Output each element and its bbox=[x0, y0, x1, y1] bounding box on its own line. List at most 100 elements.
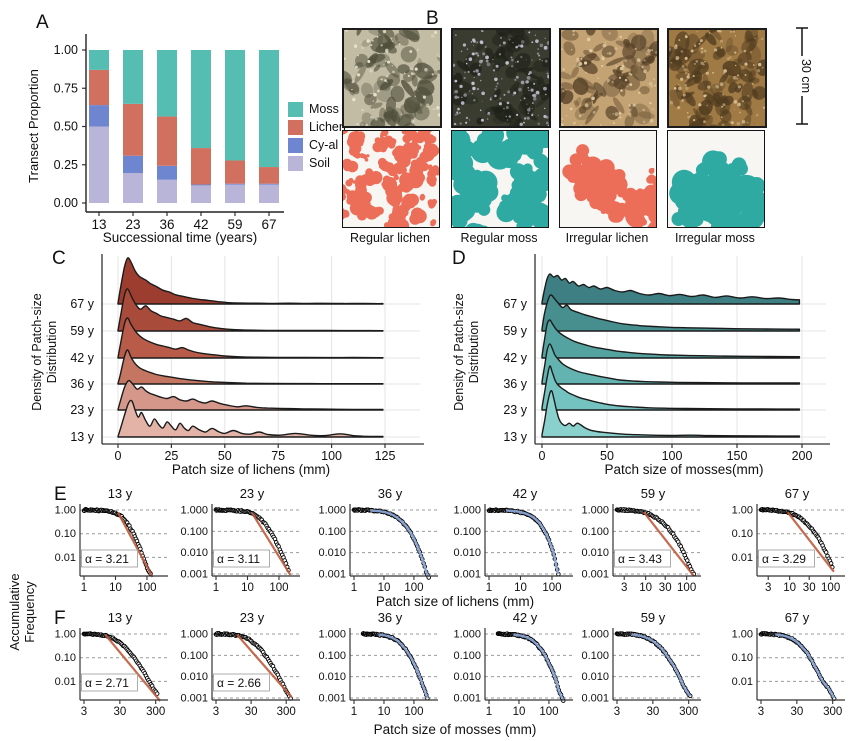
x-tick-label: 30 bbox=[803, 582, 816, 594]
map-blob bbox=[695, 150, 728, 181]
legend-item-moss: Moss bbox=[288, 102, 346, 117]
y-tick-label: 0.010 bbox=[180, 671, 208, 683]
panel-e-x-axis-title: Patch size of lichens (mm) bbox=[375, 594, 535, 609]
row-label: 13 y bbox=[70, 430, 94, 444]
x-tick-label: 59 bbox=[227, 217, 242, 232]
alpha-annotation-box bbox=[758, 549, 815, 568]
y-tick-label: 0.100 bbox=[180, 526, 208, 538]
y-tick-label: 0.001 bbox=[180, 569, 208, 581]
lognormal-fit-curve bbox=[513, 633, 565, 701]
x-tick-label: 3 bbox=[621, 582, 627, 594]
map-blob bbox=[422, 143, 439, 158]
y-tick-label: 0.100 bbox=[453, 650, 481, 662]
data-point bbox=[685, 558, 690, 563]
map-blob bbox=[648, 167, 655, 174]
bar-segment-cy-al bbox=[157, 165, 177, 180]
map-blob bbox=[466, 222, 489, 227]
x-tick-label: 300 bbox=[823, 706, 842, 718]
cumfreq-plot-36y: 36 y 1.000 0.100 0.010 0.001 1 10 100 bbox=[318, 610, 438, 718]
map-blob bbox=[401, 131, 419, 144]
patch-map bbox=[452, 131, 548, 227]
axes: 1 10 100 bbox=[349, 628, 438, 718]
legend-item-soil: Soil bbox=[288, 156, 346, 171]
map-blob bbox=[343, 188, 351, 201]
plot-title: 13 y bbox=[108, 486, 133, 501]
scale-bar: 30 cm bbox=[795, 26, 837, 131]
map-blob bbox=[343, 158, 359, 173]
map-blob bbox=[362, 154, 370, 162]
y-tick-label: 0.010 bbox=[453, 547, 481, 559]
axes: 1 10 100 bbox=[484, 628, 573, 718]
ridge-23y bbox=[117, 379, 384, 411]
plot-title: 23 y bbox=[240, 486, 265, 501]
y-tick-label: 0.100 bbox=[318, 650, 346, 662]
x-tick-label: 1 bbox=[351, 582, 357, 594]
powerlaw-fit-line bbox=[117, 512, 154, 578]
y-tick-label: 1.000 bbox=[453, 629, 481, 641]
y-tick-label: 0.50 bbox=[54, 120, 78, 134]
panel-b-label: B bbox=[426, 8, 439, 29]
ridge-42y bbox=[117, 317, 384, 359]
map-blob bbox=[379, 131, 389, 138]
map-blob bbox=[392, 145, 411, 168]
map-blob bbox=[386, 189, 403, 208]
y-tick-label: 0.10 bbox=[732, 652, 753, 664]
patch-map bbox=[560, 131, 656, 227]
x-tick-label: 50 bbox=[218, 449, 232, 460]
plot-title: 13 y bbox=[108, 610, 133, 625]
y-tick-label: 1.00 bbox=[732, 629, 753, 641]
bar-segment-soil bbox=[89, 126, 109, 203]
map-caption: Regular lichen bbox=[350, 231, 430, 245]
x-tick-label: 30 bbox=[659, 582, 672, 594]
plot-title: 67 y bbox=[785, 486, 810, 501]
panel-a-x-axis-title: Successional time (years) bbox=[102, 230, 258, 245]
y-tick-label: 1.00 bbox=[732, 505, 753, 517]
bar-segment-lichen bbox=[259, 167, 279, 184]
x-tick-label: 1 bbox=[486, 706, 492, 718]
x-tick-label: 30 bbox=[113, 706, 126, 718]
alpha-annotation: α = 3.43 bbox=[618, 552, 662, 566]
map-blob bbox=[457, 160, 472, 174]
y-tick-label: 1.000 bbox=[180, 629, 208, 641]
ridges bbox=[117, 257, 384, 438]
bar-plot: 0.00 0.25 0.50 0.75 1.00 13 23 36 42 59 67 bbox=[54, 34, 284, 232]
x-tick-label: 10 bbox=[241, 582, 254, 594]
map-blob bbox=[481, 131, 505, 148]
y-tick-label: 1.00 bbox=[55, 505, 76, 517]
map-blob bbox=[640, 202, 656, 224]
data-points bbox=[81, 631, 160, 696]
x-tick-label: 10 bbox=[513, 706, 526, 718]
cumfreq-plot-23y: 23 y 1.000 0.100 0.010 0.001 α = 3.11 1 10 100 bbox=[180, 486, 300, 594]
x-tick-label: 100 bbox=[542, 582, 561, 594]
bar-segment-lichen bbox=[157, 116, 177, 166]
map-caption: Regular moss bbox=[460, 231, 538, 245]
x-tick-label: 50 bbox=[600, 449, 614, 460]
legend-item-lichen: Lichen bbox=[288, 120, 346, 135]
y-tick-label: 0.010 bbox=[581, 671, 609, 683]
map-blob bbox=[397, 202, 411, 217]
bar-segment-moss bbox=[191, 50, 211, 149]
cyal-swatch bbox=[288, 138, 303, 153]
bar-segment-soil bbox=[191, 185, 211, 203]
map-blob bbox=[599, 197, 619, 215]
map-caption: Irregular lichen bbox=[565, 231, 649, 245]
axes: 1 10 100 bbox=[349, 504, 438, 594]
plot-title: 42 y bbox=[513, 610, 538, 625]
plot-title: 42 y bbox=[513, 486, 538, 501]
bar-segment-cy-al bbox=[225, 183, 245, 185]
lognormal-fit-curve bbox=[370, 509, 430, 578]
row-label: 13 y bbox=[503, 430, 527, 444]
lognormal-fit-curve bbox=[506, 509, 560, 575]
x-tick-label: 23 bbox=[125, 217, 140, 232]
regular-lichen-photo bbox=[342, 28, 442, 128]
alpha-annotation-box bbox=[614, 549, 671, 568]
x-tick-label: 100 bbox=[539, 706, 558, 718]
panel-f-label: F bbox=[54, 608, 66, 629]
ridge-13y bbox=[117, 399, 384, 438]
bar-segment-moss bbox=[89, 50, 109, 70]
regular-moss-photo bbox=[451, 28, 551, 128]
y-tick-label: 0.01 bbox=[732, 552, 753, 564]
y-tick-label: 0.001 bbox=[453, 569, 481, 581]
map-blob bbox=[343, 208, 350, 220]
cumfreq-plot-13y: 13 y 1.00 0.10 0.01 α = 2.71 3 30 300 bbox=[55, 610, 168, 718]
